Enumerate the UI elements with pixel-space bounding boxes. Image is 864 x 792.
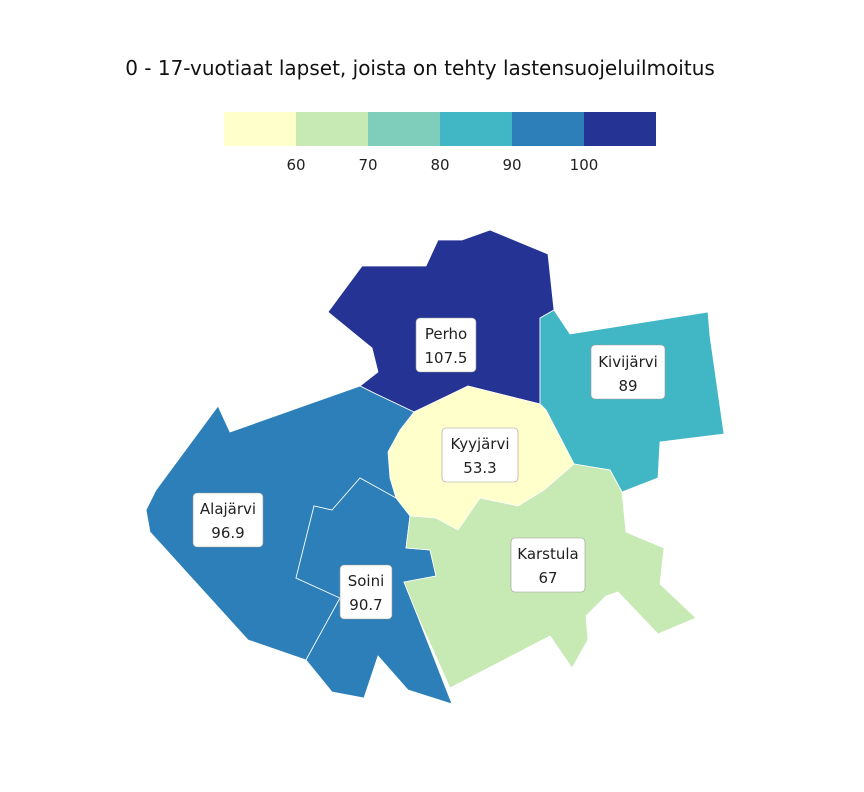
label-kyyjarvi-name: Kyyjärvi xyxy=(450,435,509,453)
label-perho: Perho 107.5 xyxy=(415,317,477,373)
legend-bin-5 xyxy=(512,112,584,146)
legend-tick-100: 100 xyxy=(570,156,599,174)
legend-bin-4 xyxy=(440,112,512,146)
legend-bin-6 xyxy=(584,112,656,146)
label-alajarvi: Alajärvi 96.9 xyxy=(192,492,264,548)
legend-bin-3 xyxy=(368,112,440,146)
legend-tick-60: 60 xyxy=(286,156,305,174)
label-soini-name: Soini xyxy=(348,572,385,590)
label-soini: Soini 90.7 xyxy=(339,564,393,620)
legend-tick-80: 80 xyxy=(430,156,449,174)
label-soini-value: 90.7 xyxy=(349,596,382,614)
legend-bin-2 xyxy=(296,112,368,146)
label-kyyjarvi-value: 53.3 xyxy=(463,459,496,477)
legend-tick-90: 90 xyxy=(502,156,521,174)
label-kivijarvi: Kivijärvi 89 xyxy=(590,344,666,400)
label-kivijarvi-name: Kivijärvi xyxy=(598,353,658,371)
label-kivijarvi-value: 89 xyxy=(618,377,637,395)
label-alajarvi-name: Alajärvi xyxy=(200,500,256,518)
legend-bin-1 xyxy=(224,112,296,146)
label-karstula: Karstula 67 xyxy=(510,537,586,593)
label-perho-value: 107.5 xyxy=(425,349,468,367)
label-kyyjarvi: Kyyjärvi 53.3 xyxy=(441,427,519,483)
map-title: 0 - 17-vuotiaat lapset, joista on tehty … xyxy=(125,56,715,80)
label-karstula-value: 67 xyxy=(538,569,557,587)
label-karstula-name: Karstula xyxy=(517,545,579,563)
label-perho-name: Perho xyxy=(425,325,467,343)
legend-tick-70: 70 xyxy=(358,156,377,174)
label-alajarvi-value: 96.9 xyxy=(211,524,244,542)
